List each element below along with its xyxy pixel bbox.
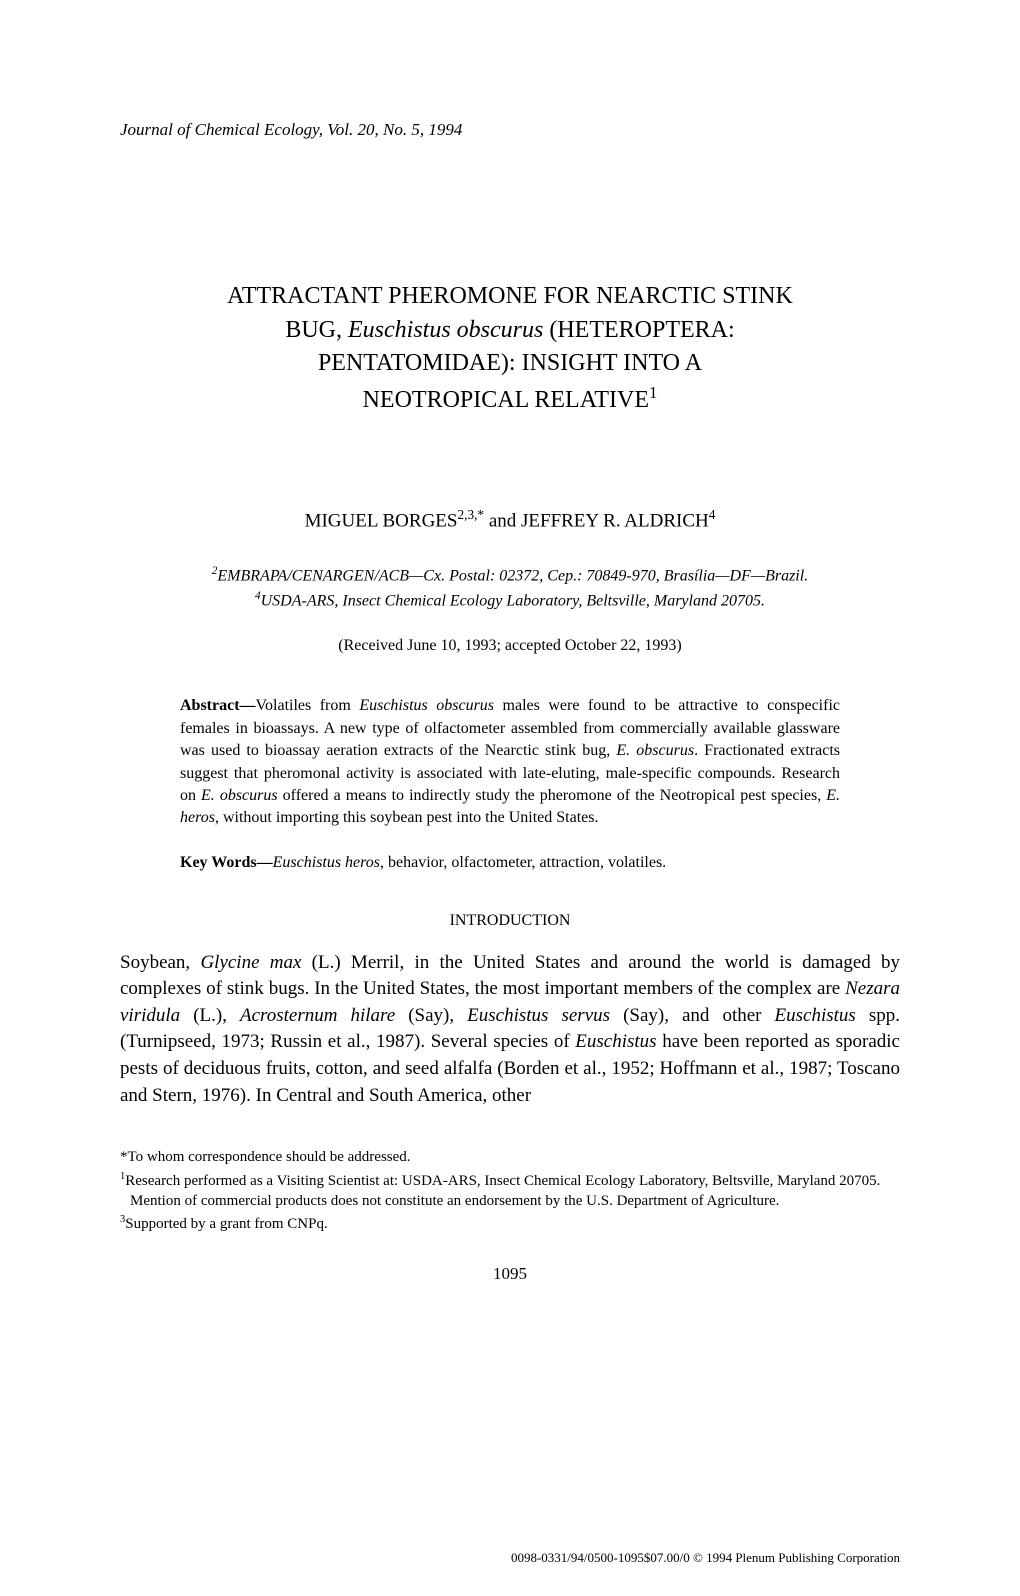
keywords-species: Euschistus heros — [273, 854, 380, 871]
copyright: 0098-0331/94/0500-1095$07.00/0 © 1994 Pl… — [511, 1550, 900, 1566]
affiliation-2: EMBRAPA/CENARGEN/ACB—Cx. Postal: 02372, … — [217, 567, 808, 584]
author-1: MIGUEL BORGES — [305, 511, 458, 532]
abstract: Abstract—Volatiles from Euschistus obscu… — [180, 695, 840, 829]
journal-volume: Vol. 20, No. 5, 1994 — [327, 120, 462, 139]
body-paragraph: Soybean, Glycine max (L.) Merril, in the… — [120, 950, 900, 1110]
abstract-t4: offered a means to indirectly study the … — [278, 787, 827, 804]
section-heading-introduction: INTRODUCTION — [120, 912, 900, 930]
title-line1: ATTRACTANT PHEROMONE FOR NEARCTIC STINK — [227, 283, 793, 309]
title-line3: PENTATOMIDAE): INSIGHT INTO A — [318, 350, 702, 376]
body-s4: Euschistus servus — [467, 1005, 610, 1026]
title-line2b: (HETEROPTERA: — [543, 317, 734, 343]
author-2: JEFFREY R. ALDRICH — [521, 511, 709, 532]
abstract-t1: Volatiles from — [256, 697, 360, 714]
footnote-3: 3Supported by a grant from CNPq. — [120, 1213, 900, 1234]
authors: MIGUEL BORGES2,3,* and JEFFREY R. ALDRIC… — [120, 507, 900, 532]
footnotes: *To whom correspondence should be addres… — [120, 1137, 900, 1234]
body-s6: Euschistus — [575, 1031, 656, 1052]
footnote-1: 1Research performed as a Visiting Scient… — [120, 1170, 900, 1212]
author-2-sup: 4 — [709, 507, 716, 522]
abstract-s2: E. obscurus — [616, 742, 694, 759]
title-line2a: BUG, — [285, 317, 348, 343]
affiliation-4: USDA-ARS, Insect Chemical Ecology Labora… — [261, 592, 765, 609]
journal-header: Journal of Chemical Ecology, Vol. 20, No… — [120, 120, 900, 140]
body-s1: Glycine max — [200, 952, 301, 973]
footnote-star: *To whom correspondence should be addres… — [120, 1147, 900, 1167]
body-s5: Euschistus — [775, 1005, 856, 1026]
dates: (Received June 10, 1993; accepted Octobe… — [120, 637, 900, 655]
body-t4: (Say), — [395, 1005, 467, 1026]
author-1-sup: 2,3,* — [457, 507, 484, 522]
body-s3: Acrosternum hilare — [240, 1005, 395, 1026]
article-title: ATTRACTANT PHEROMONE FOR NEARCTIC STINK … — [120, 280, 900, 417]
journal-name: Journal of Chemical Ecology — [120, 120, 319, 139]
title-species: Euschistus obscurus — [348, 317, 543, 343]
title-line4: NEOTROPICAL RELATIVE — [363, 387, 649, 413]
page-number: 1095 — [120, 1264, 900, 1284]
keywords-rest: , behavior, olfactometer, attraction, vo… — [380, 854, 666, 871]
abstract-s1: Euschistus obscurus — [359, 697, 494, 714]
affiliations: 2EMBRAPA/CENARGEN/ACB—Cx. Postal: 02372,… — [120, 563, 900, 614]
keywords: Key Words—Euschistus heros, behavior, ol… — [180, 854, 840, 872]
abstract-t5: , without importing this soybean pest in… — [215, 809, 599, 826]
author-sep: and — [484, 511, 521, 532]
body-t5: (Say), and other — [610, 1005, 775, 1026]
keywords-label: Key Words— — [180, 854, 273, 871]
abstract-label: Abstract— — [180, 697, 256, 714]
body-t1: Soybean, — [120, 952, 200, 973]
abstract-s3: E. obscurus — [201, 787, 278, 804]
title-sup: 1 — [649, 383, 657, 402]
body-t3: (L.), — [180, 1005, 240, 1026]
